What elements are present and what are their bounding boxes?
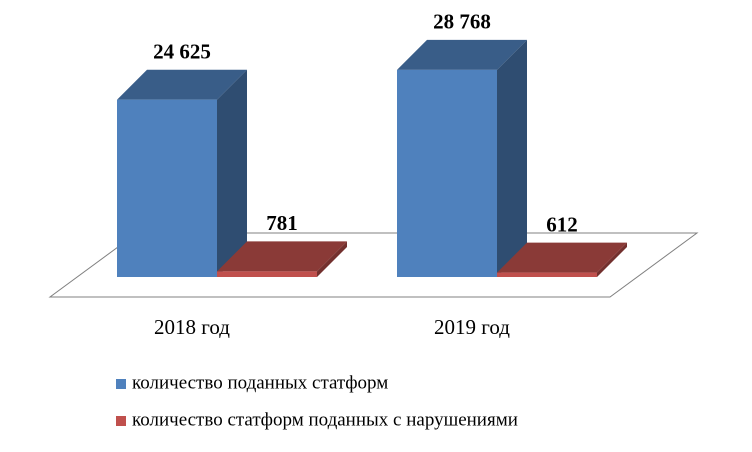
bar xyxy=(397,69,497,278)
bar xyxy=(117,99,217,277)
bar-top xyxy=(117,69,247,100)
legend-swatch xyxy=(116,416,126,426)
bar-side xyxy=(597,242,627,277)
value-label: 28 768 xyxy=(433,10,491,34)
legend-label: количество статформ поданных с нарушения… xyxy=(132,409,518,430)
bar-top xyxy=(217,241,347,272)
value-label: 781 xyxy=(266,211,298,235)
bar-side xyxy=(317,241,347,277)
bar-side xyxy=(217,69,247,277)
bar xyxy=(217,271,317,277)
bar-top xyxy=(397,39,527,70)
bar-side xyxy=(497,39,527,278)
bar xyxy=(497,272,597,277)
x-tick-label: 2019 год xyxy=(434,315,510,339)
legend-swatch xyxy=(116,379,126,389)
bar-top xyxy=(497,242,627,273)
x-tick-label: 2018 год xyxy=(154,315,230,339)
legend-label: количество поданных статформ xyxy=(132,372,388,393)
value-label: 24 625 xyxy=(153,40,211,64)
value-label: 612 xyxy=(546,212,578,236)
